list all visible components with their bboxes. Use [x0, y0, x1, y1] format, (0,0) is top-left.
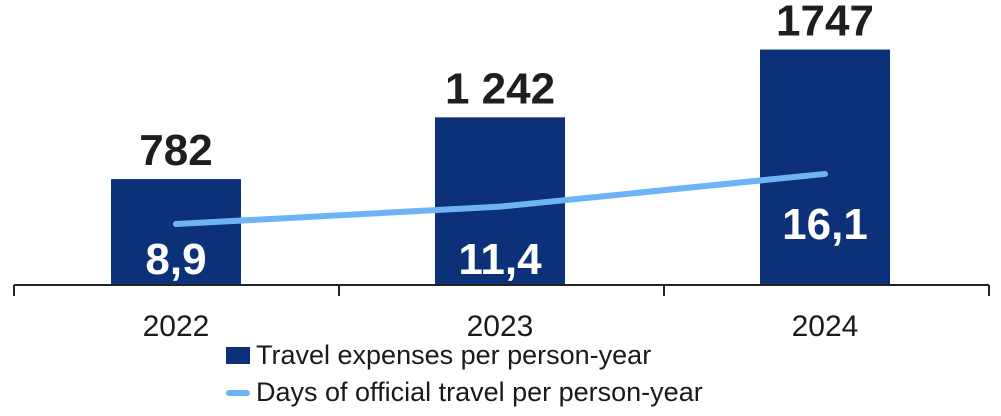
- bar-2022: [111, 179, 241, 284]
- line-value-label: 16,1: [782, 200, 868, 249]
- line-value-label: 11,4: [458, 235, 542, 284]
- legend-item-bar: Travel expenses per person-year: [226, 340, 651, 371]
- x-tick-label: 2024: [792, 310, 859, 343]
- x-axis: 2022 2023 2024: [13, 284, 990, 343]
- legend-line-label: Days of official travel per person-year: [256, 377, 703, 407]
- line-value-label: 8,9: [145, 235, 206, 284]
- bar-value-label: 1747: [776, 0, 874, 46]
- x-tick-label: 2023: [467, 310, 534, 343]
- bar-value-label: 782: [139, 126, 212, 175]
- bar-value-label: 1 242: [445, 64, 555, 113]
- line-layer: [173, 170, 828, 228]
- legend-bar-swatch: [226, 347, 250, 364]
- bar-2024: [760, 49, 890, 285]
- legend-line-swatch: [226, 389, 250, 396]
- labels-layer: 782 1 242 1747 8,9 11,4 16,1: [139, 0, 874, 284]
- x-tick-label: 2022: [143, 310, 210, 343]
- legend-bar-label: Travel expenses per person-year: [256, 340, 652, 370]
- line-series: [173, 170, 828, 228]
- legend-item-line: Days of official travel per person-year: [226, 377, 703, 408]
